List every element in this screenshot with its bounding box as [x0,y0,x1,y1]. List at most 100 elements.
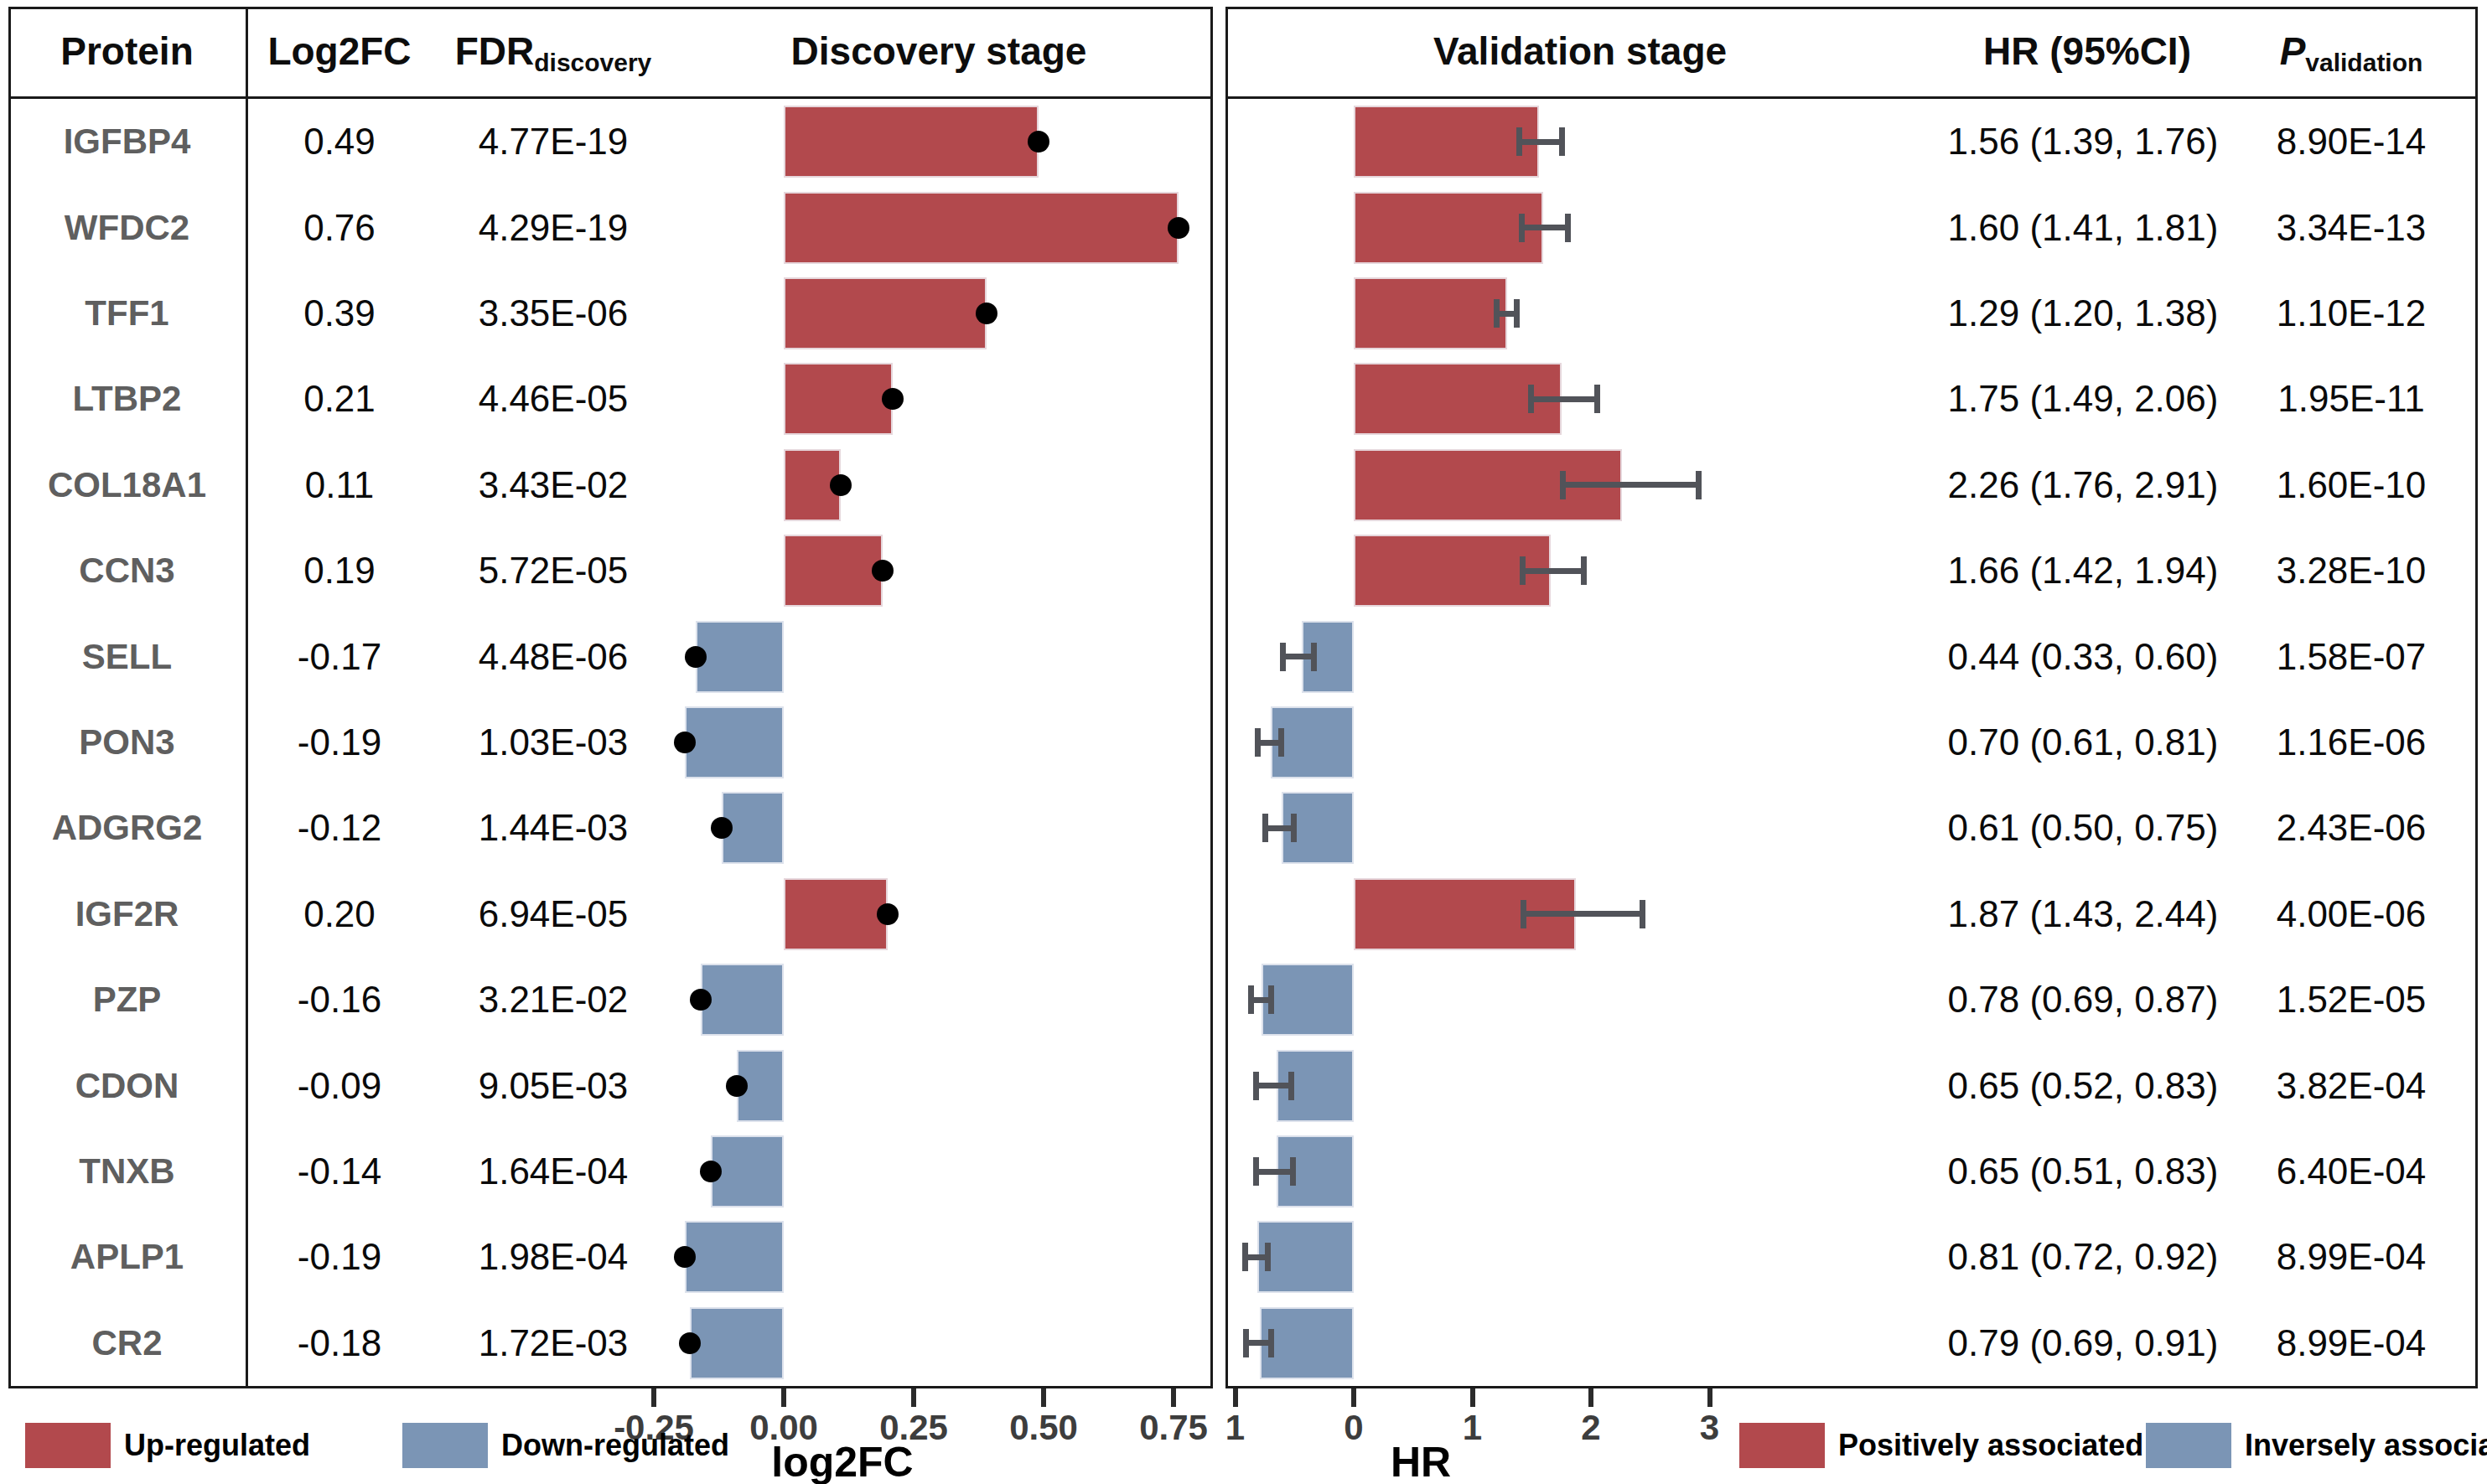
protein-label: SELL [11,628,243,685]
ci-whisker-cap-low [1253,1072,1259,1100]
fdr-discovery-value: 3.43E-02 [432,457,675,514]
ci-whisker-cap-low [1248,985,1254,1014]
ci-whisker-cap-high [1268,1329,1274,1357]
p-validation-value: 1.58E-07 [2234,628,2469,685]
discovery-point-dot [711,817,733,839]
hr-ci-value: 1.29 (1.20, 1.38) [1920,285,2246,342]
ci-whisker-cap-low [1560,471,1566,499]
protein-label: COL18A1 [11,457,243,514]
hr-ci-value: 1.87 (1.43, 2.44) [1920,886,2246,943]
protein-label: TFF1 [11,285,243,342]
protein-label: PZP [11,971,243,1028]
discovery-log2fc-bar [784,535,883,607]
log2fc-axis-tick [1041,1388,1046,1407]
protein-label: TNXB [11,1143,243,1200]
log2fc-value: -0.17 [251,628,427,685]
fdr-discovery-value: 1.64E-04 [432,1143,675,1200]
ci-whisker-line [1265,825,1294,831]
discovery-point-dot [674,732,696,753]
ci-whisker-cap-high [1594,385,1600,413]
p-validation-value: 8.90E-14 [2234,113,2469,170]
ci-whisker-cap-high [1278,728,1284,757]
ci-whisker-cap-low [1242,1243,1248,1271]
p-validation-value: 3.82E-04 [2234,1057,2469,1114]
fdr-discovery-value: 4.77E-19 [432,113,675,170]
up-regulated-label: Up-regulated [124,1428,310,1463]
fdr-discovery-value: 4.46E-05 [432,370,675,427]
log2fc-value: 0.76 [251,199,427,256]
fdr-discovery-value: 4.48E-06 [432,628,675,685]
log2fc-value: -0.12 [251,799,427,856]
inversely-associated-label: Inversely associated [2245,1428,2487,1463]
down-regulated-swatch [402,1423,488,1468]
ci-whisker-cap-low [1280,643,1286,671]
discovery-log2fc-bar [690,1307,784,1379]
ci-whisker-line [1256,1169,1293,1175]
x-axis-title-hr-text: HR [1391,1438,1451,1484]
protein-label: CCN3 [11,542,243,599]
log2fc-value: -0.16 [251,971,427,1028]
discovery-log2fc-bar [784,878,888,950]
x-axis-title-hr: HR [1295,1438,1547,1484]
log2fc-value: -0.18 [251,1315,427,1372]
validation-hr-bar [1354,192,1543,264]
ci-whisker-cap-low [1521,900,1526,928]
ci-whisker-cap-low [1519,214,1525,242]
hr-ci-value: 0.81 (0.72, 0.92) [1920,1228,2246,1285]
ci-whisker-cap-high [1696,471,1702,499]
positively-associated-label: Positively associated [1838,1428,2143,1463]
protein-label: LTBP2 [11,370,243,427]
hr-axis-tick [1470,1388,1475,1407]
hr-axis-tick [1588,1388,1593,1407]
fdr-discovery-value: 1.72E-03 [432,1315,675,1372]
p-validation-value: 1.52E-05 [2234,971,2469,1028]
ci-whisker-cap-high [1288,1072,1294,1100]
p-validation-value: 1.95E-11 [2234,370,2469,427]
log2fc-value: -0.19 [251,714,427,771]
p-validation-value: 6.40E-04 [2234,1143,2469,1200]
positively-associated-swatch [1739,1423,1825,1468]
fdr-discovery-value: 3.35E-06 [432,285,675,342]
ci-whisker-cap-low [1494,299,1500,328]
fdr-discovery-value: 1.44E-03 [432,799,675,856]
discovery-log2fc-bar [784,277,987,349]
hr-ci-value: 1.66 (1.42, 1.94) [1920,542,2246,599]
fdr-discovery-value: 5.72E-05 [432,542,675,599]
ci-whisker-cap-low [1528,385,1534,413]
log2fc-value: -0.09 [251,1057,427,1114]
log2fc-axis-tick [1171,1388,1176,1407]
ci-whisker-cap-high [1291,814,1297,842]
hr-ci-value: 0.70 (0.61, 0.81) [1920,714,2246,771]
fdr-discovery-value: 9.05E-03 [432,1057,675,1114]
ci-whisker-line [1521,225,1569,230]
ci-whisker-line [1522,568,1584,574]
ci-whisker-line [1562,482,1699,488]
discovery-point-dot [1168,217,1189,239]
p-validation-value: 8.99E-04 [2234,1228,2469,1285]
ci-whisker-cap-low [1520,556,1526,585]
discovery-point-dot [877,903,899,925]
legend-positively-associated: Positively associated [1739,1423,2143,1468]
log2fc-value: -0.14 [251,1143,427,1200]
x-axis-title-log2fc-text: log2FC [771,1438,913,1484]
log2fc-value: 0.11 [251,457,427,514]
validation-hr-bar [1257,1221,1354,1293]
hr-axis-tick [1351,1388,1356,1407]
hr-axis-tick [1233,1388,1238,1407]
ci-whisker-cap-high [1581,556,1587,585]
validation-hr-bar [1354,106,1539,178]
hr-ci-value: 1.56 (1.39, 1.76) [1920,113,2246,170]
ci-whisker-line [1519,139,1562,145]
discovery-point-dot [685,646,707,668]
protein-label: IGF2R [11,886,243,943]
discovery-point-dot [700,1161,722,1182]
ci-whisker-cap-low [1262,814,1268,842]
log2fc-value: 0.21 [251,370,427,427]
ci-whisker-line [1531,396,1598,402]
discovery-point-dot [726,1075,748,1097]
discovery-point-dot [830,474,852,496]
hr-ci-value: 1.60 (1.41, 1.81) [1920,199,2246,256]
fdr-discovery-value: 1.98E-04 [432,1228,675,1285]
p-validation-value: 1.10E-12 [2234,285,2469,342]
p-validation-value: 3.34E-13 [2234,199,2469,256]
